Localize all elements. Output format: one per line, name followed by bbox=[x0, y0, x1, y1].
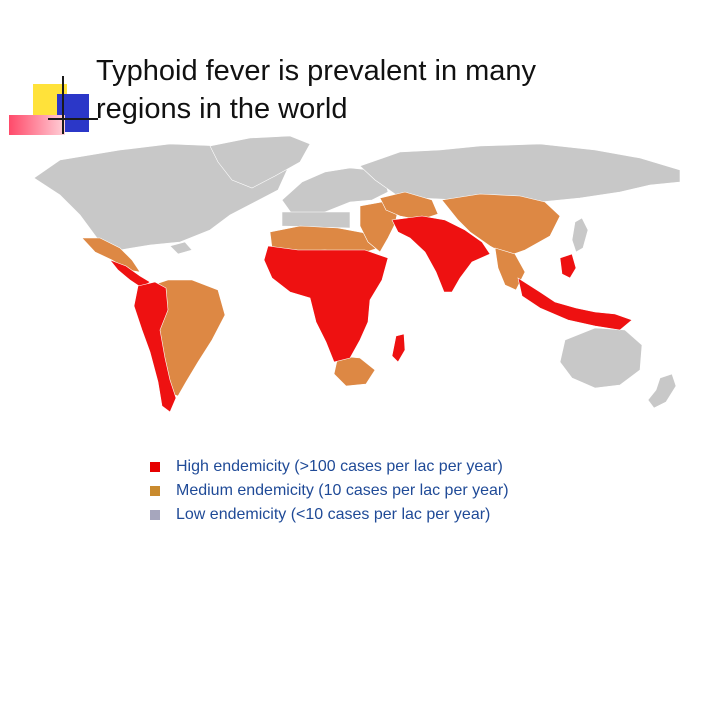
legend-swatch-high bbox=[150, 462, 160, 472]
central-africa-region bbox=[263, 245, 389, 363]
title-line-1: Typhoid fever is prevalent in many bbox=[96, 55, 537, 87]
madagascar-region bbox=[391, 333, 406, 363]
australia-region bbox=[559, 327, 643, 389]
slide-title: Typhoid fever is prevalent in many regio… bbox=[96, 52, 696, 128]
japan-region bbox=[571, 217, 589, 253]
legend-swatch-medium bbox=[150, 486, 160, 496]
south-asia-region bbox=[391, 215, 491, 293]
legend-swatch-low bbox=[150, 510, 160, 520]
new-zealand-region bbox=[647, 373, 677, 409]
greenland-region bbox=[209, 135, 311, 189]
philippines-region bbox=[559, 253, 577, 279]
caribbean-region bbox=[169, 241, 193, 255]
legend-label-high: High endemicity (>100 cases per lac per … bbox=[176, 458, 503, 475]
legend-item-high: High endemicity (>100 cases per lac per … bbox=[150, 455, 509, 479]
north-africa-region bbox=[281, 211, 351, 229]
pink-bar-decor bbox=[9, 115, 65, 135]
high-endemicity-regions bbox=[109, 215, 633, 413]
vertical-rule-decor bbox=[62, 76, 64, 134]
china-region bbox=[441, 193, 561, 257]
map-legend: High endemicity (>100 cases per lac per … bbox=[150, 455, 509, 527]
andean-region bbox=[133, 281, 177, 413]
southern-africa-region bbox=[333, 355, 376, 387]
legend-label-low: Low endemicity (<10 cases per lac per ye… bbox=[176, 506, 491, 523]
mexico-region bbox=[81, 237, 141, 273]
title-line-2: regions in the world bbox=[96, 93, 348, 125]
legend-item-medium: Medium endemicity (10 cases per lac per … bbox=[150, 479, 509, 503]
southeast-asia-islands-region bbox=[517, 277, 633, 331]
indochina-region bbox=[494, 247, 526, 291]
horizontal-rule-decor bbox=[48, 118, 98, 120]
legend-item-low: Low endemicity (<10 cases per lac per ye… bbox=[150, 503, 509, 527]
world-endemicity-map bbox=[33, 135, 681, 413]
legend-label-medium: Medium endemicity (10 cases per lac per … bbox=[176, 482, 509, 499]
low-endemicity-regions bbox=[33, 135, 681, 409]
